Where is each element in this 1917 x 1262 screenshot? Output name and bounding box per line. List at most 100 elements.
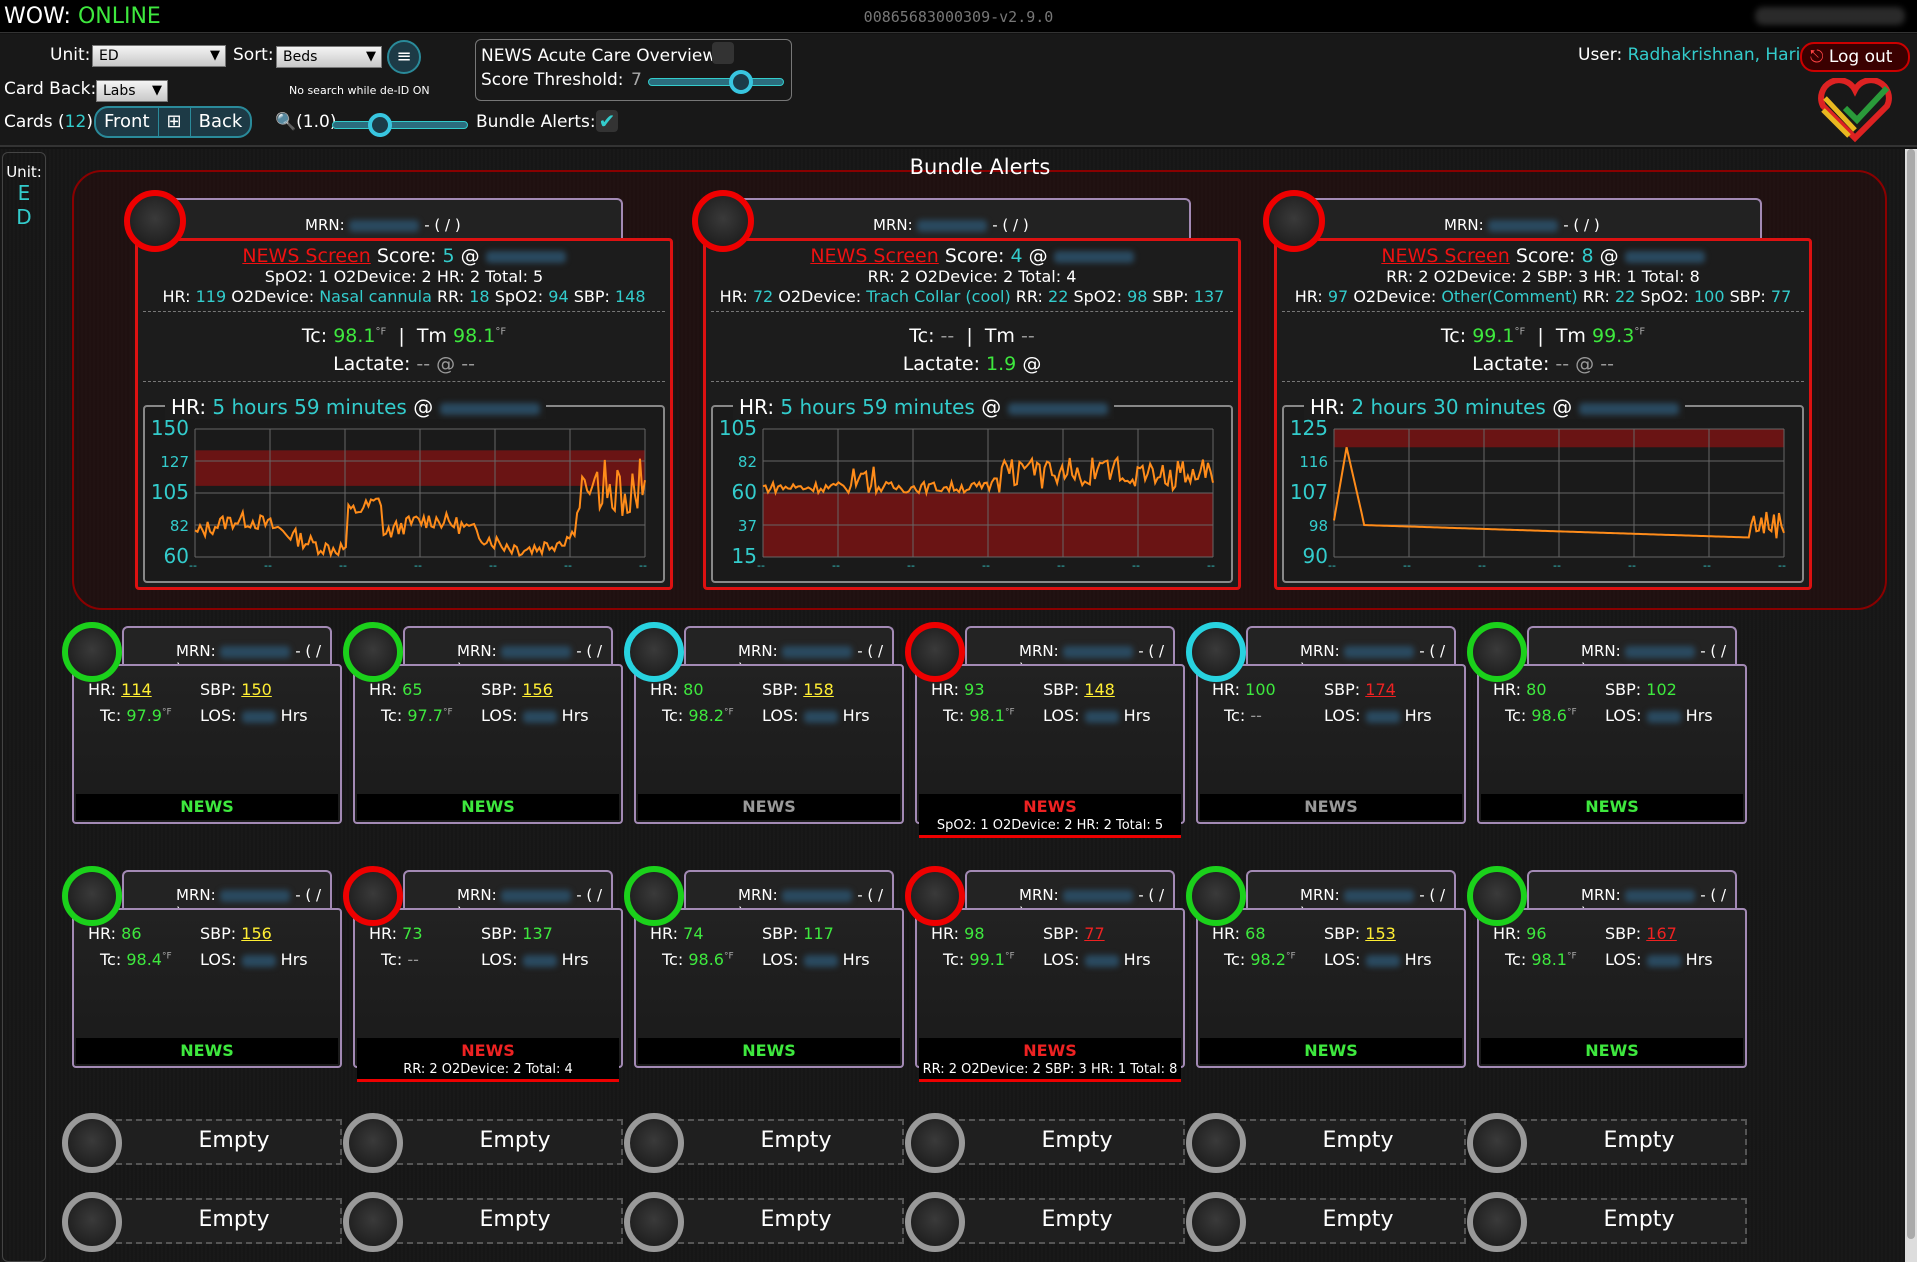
hr-field: HR: 93 [931,680,985,699]
patient-status-ring[interactable] [1263,190,1325,252]
patient-card[interactable]: MRN: - ( / ) HR: 80 SBP: 158 Tc: 98.2°F … [632,624,904,834]
patient-card-body: HR: 114 SBP: 150 Tc: 97.9°F LOS: Hrs NEW… [72,664,342,824]
news-status-bar[interactable]: NEWS [357,1038,619,1064]
news-status-bar[interactable]: NEWS [919,794,1181,820]
empty-bed-card[interactable]: Empty [624,1113,914,1173]
mrn-label: MRN: [1019,886,1059,904]
patient-status-ring[interactable] [124,190,186,252]
front-button[interactable]: Front [96,108,159,136]
patient-card[interactable]: MRN: - ( / ) HR: 73 SBP: 137 Tc: -- LOS:… [351,868,623,1082]
patient-card[interactable]: MRN: - ( / ) HR: 93 SBP: 148 Tc: 98.1°F … [913,624,1185,838]
hr-value: 80 [1526,680,1547,699]
patient-status-ring[interactable] [624,622,684,682]
patient-card[interactable]: MRN: - ( / ) HR: 86 SBP: 156 Tc: 98.4°F … [70,868,342,1078]
news-status-bar[interactable]: NEWS [76,794,338,820]
empty-bed-card[interactable]: Empty [624,1192,914,1252]
logout-button[interactable]: ⎋ Log out [1800,42,1910,72]
score-breakdown: RR: 2 O2Device: 2 SBP: 3 HR: 1 Total: 8 [1386,267,1700,286]
grid-view-button[interactable]: ⊞ [159,108,191,136]
news-status-bar[interactable]: NEWS [638,794,900,820]
sort-select[interactable]: Beds ▼ [276,46,382,68]
temp-unit: °F [1004,951,1015,962]
bundle-alert-card[interactable]: MRN: - ( / ) NEWS Screen Score: 5 @ SpO2… [128,172,673,590]
empty-bed-card[interactable]: Empty [343,1113,633,1173]
patient-status-ring[interactable] [692,190,754,252]
tc-field: Tc: 98.2°F [662,706,734,725]
patient-card[interactable]: MRN: - ( / ) HR: 65 SBP: 156 Tc: 97.7°F … [351,624,623,834]
unit-select[interactable]: ED ▼ [92,45,226,67]
empty-bed-card[interactable]: Empty [905,1113,1195,1173]
news-status-bar[interactable]: NEWS [1200,1038,1462,1064]
empty-bed-card[interactable]: Empty [343,1192,633,1252]
patient-status-ring[interactable] [1186,622,1246,682]
news-screen-link[interactable]: NEWS Screen [1381,245,1510,267]
patient-card[interactable]: MRN: - ( / ) HR: 96 SBP: 167 Tc: 98.1°F … [1475,868,1747,1078]
news-status-bar[interactable]: NEWS [638,1038,900,1064]
news-status-bar[interactable]: NEWS [357,794,619,820]
hr-graph[interactable]: HR: 5 hours 59 minutes @ -- -- -- -- -- -- -- 1… [711,395,1233,583]
patient-status-ring[interactable] [1186,866,1246,926]
news-status-bar[interactable]: NEWS [76,1038,338,1064]
patient-card[interactable]: MRN: - ( / ) HR: 100 SBP: 174 Tc: -- LOS… [1194,624,1466,834]
hr-graph[interactable]: HR: 2 hours 30 minutes @ -- -- -- -- -- -- -- 1… [1282,395,1804,583]
sort-order-button[interactable]: ≡ [387,40,421,74]
news-status-bar[interactable]: NEWS [1481,1038,1743,1064]
hr-graph[interactable]: HR: 5 hours 59 minutes @ -- -- -- -- -- -- -- 1… [143,395,665,583]
empty-bed-label: Empty [929,1119,1185,1165]
bundle-alerts-checkbox[interactable]: ✔ [596,110,618,132]
patient-status-ring[interactable] [905,622,965,682]
patient-status-ring[interactable] [343,866,403,926]
zoom-slider-knob[interactable] [368,113,392,137]
patient-card[interactable]: MRN: - ( / ) HR: 74 SBP: 117 Tc: 98.6°F … [632,868,904,1078]
news-screen-link[interactable]: NEWS Screen [242,245,371,267]
rr-value: 22 [1614,287,1636,306]
spo2-value: 94 [548,287,569,306]
bundle-alert-card[interactable]: MRN: - ( / ) NEWS Screen Score: 4 @ RR: … [696,172,1241,590]
threshold-slider[interactable] [648,78,784,86]
patient-status-ring[interactable] [624,866,684,926]
tc-label: Tc: [1505,706,1527,725]
empty-bed-card[interactable]: Empty [1467,1192,1757,1252]
patient-status-ring[interactable] [62,866,122,926]
news-overview-checkbox[interactable] [712,42,734,64]
mrn: MRN: - ( / ) [738,642,892,678]
x-tick-label: -- [564,559,572,572]
temp-unit: °F [1566,951,1577,962]
patient-card[interactable]: MRN: - ( / ) HR: 114 SBP: 150 Tc: 97.9°F… [70,624,342,834]
empty-bed-card[interactable]: Empty [1467,1113,1757,1173]
redacted-time [1578,402,1679,415]
vitals-line: HR: 72 O2Device: Trach Collar (cool) RR:… [706,287,1238,306]
patient-status-ring[interactable] [343,622,403,682]
empty-bed-card[interactable]: Empty [1186,1192,1476,1252]
patient-tab: MRN: - ( / ) [1527,626,1737,678]
patient-card[interactable]: MRN: - ( / ) HR: 98 SBP: 77 Tc: 99.1°F L… [913,868,1185,1082]
patient-card-body: HR: 73 SBP: 137 Tc: -- LOS: Hrs NEWS RR:… [353,908,623,1082]
zoom-slider[interactable] [332,121,468,129]
patient-status-ring[interactable] [1467,622,1527,682]
empty-bed-card[interactable]: Empty [62,1192,352,1252]
news-status-bar[interactable]: NEWS [1200,794,1462,820]
news-status-bar[interactable]: NEWS [1481,794,1743,820]
news-status-bar[interactable]: NEWS [919,1038,1181,1064]
scrollbar[interactable] [1905,149,1917,1262]
threshold-slider-knob[interactable] [729,70,753,94]
patient-status-ring[interactable] [1467,866,1527,926]
bundle-alert-card[interactable]: MRN: - ( / ) NEWS Screen Score: 8 @ RR: … [1267,172,1812,590]
patient-card[interactable]: MRN: - ( / ) HR: 80 SBP: 102 Tc: 98.6°F … [1475,624,1747,834]
cardback-select[interactable]: Labs ▼ [96,80,168,102]
lactate-value: 1.9 [986,353,1017,375]
hr-label: HR: [88,924,117,943]
patient-status-ring[interactable] [62,622,122,682]
empty-bed-card[interactable]: Empty [1186,1113,1476,1173]
bundle-alerts-title: Bundle Alerts [909,155,1051,179]
score-breakdown: SpO2: 1 O2Device: 2 HR: 2 Total: 5 [264,267,544,286]
scrollbar-thumb[interactable] [1907,149,1915,1239]
empty-bed-card[interactable]: Empty [905,1192,1195,1252]
back-button[interactable]: Back [198,111,243,132]
top-bar: WOW: ONLINE 00865683000309-v2.9.0 [0,0,1917,33]
patient-card[interactable]: MRN: - ( / ) HR: 68 SBP: 153 Tc: 98.2°F … [1194,868,1466,1078]
patient-card-body: HR: 100 SBP: 174 Tc: -- LOS: Hrs NEWS [1196,664,1466,824]
empty-bed-card[interactable]: Empty [62,1113,352,1173]
news-screen-link[interactable]: NEWS Screen [810,245,939,267]
patient-status-ring[interactable] [905,866,965,926]
